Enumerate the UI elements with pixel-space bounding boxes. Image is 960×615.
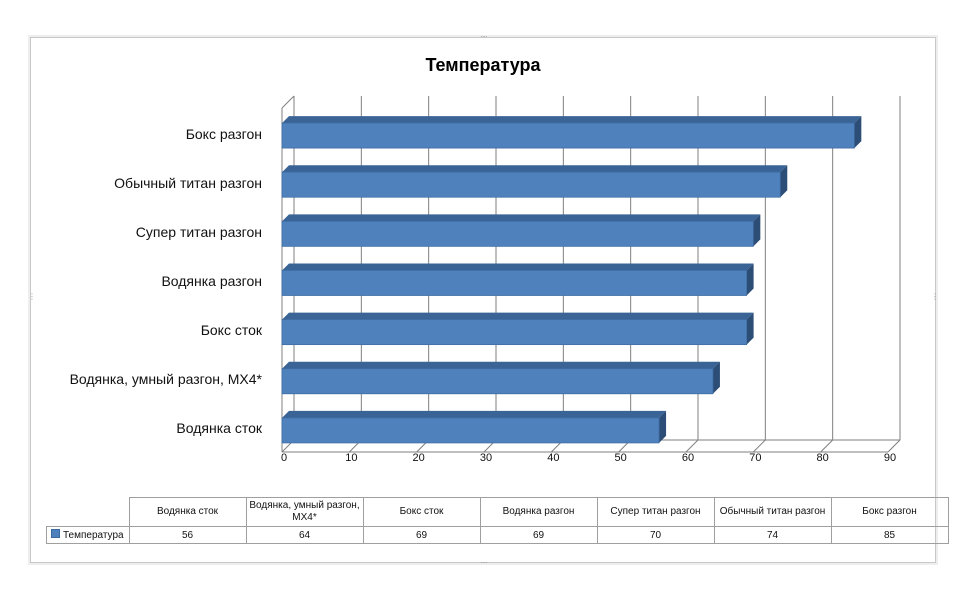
data-table-value-cell: 74	[713, 526, 832, 544]
data-table-value-cell: 70	[596, 526, 715, 544]
data-table-header-cell: Водянка, умный разгон, MX4*	[245, 497, 364, 527]
bar-top-face	[282, 312, 754, 320]
data-table-header-row: Водянка сток Водянка, умный разгон, MX4* Б…	[46, 497, 949, 527]
x-tick-label: 90	[883, 452, 897, 464]
data-table-series-cell: Температура	[46, 526, 130, 544]
data-table: Водянка сток Водянка, умный разгон, MX4* Б…	[46, 497, 949, 544]
category-label: Бокс разгон	[185, 125, 262, 142]
data-table-header-cell: Бокс разгон	[830, 497, 949, 527]
bar-5	[281, 165, 788, 198]
bar-front-face	[281, 417, 660, 444]
bar-side-face	[712, 361, 720, 394]
category-label: Водянка сток	[176, 420, 262, 437]
bar-side-face	[746, 263, 754, 296]
legend-key-icon	[51, 529, 60, 539]
bar-side-face	[753, 214, 761, 247]
x-tick-label: 0	[280, 452, 288, 464]
floor-line-60	[685, 439, 699, 453]
bar-front-face	[281, 171, 781, 198]
floor-line-70	[752, 439, 766, 453]
data-table-value-cell: 69	[479, 526, 598, 544]
resize-handle-right[interactable]: ⋮	[931, 292, 939, 301]
bar-0	[281, 410, 667, 444]
bar-3	[281, 263, 754, 296]
data-table-value-cell: 64	[245, 526, 364, 544]
resize-handle-left[interactable]: ⋮	[28, 292, 36, 301]
chart-title: Температура	[425, 55, 541, 75]
x-tick-label: 60	[681, 452, 695, 464]
resize-handle-top[interactable]: ····	[480, 32, 488, 41]
x-tick-label: 40	[547, 452, 560, 464]
floor-line-90	[887, 439, 901, 453]
bar-side-face	[746, 312, 754, 345]
category-label: Обычный титан разгон	[114, 174, 262, 191]
bar-2	[281, 312, 754, 346]
x-tick-label: 80	[816, 452, 829, 464]
series-name: Температура	[63, 529, 124, 541]
bar-6	[281, 116, 862, 149]
data-table-value-cell: 56	[128, 526, 247, 544]
data-table-header-cell: Водянка разгон	[479, 497, 598, 527]
floor-line-80	[820, 439, 834, 453]
x-tick-label: 30	[479, 452, 493, 464]
category-label: Бокс сток	[200, 322, 262, 339]
bar-front-face	[281, 122, 855, 149]
x-tick-label: 50	[614, 452, 627, 464]
data-table-header-cell: Водянка сток	[128, 497, 247, 527]
data-table-header-cell: Бокс сток	[362, 497, 481, 527]
bar-top-face	[282, 361, 720, 369]
category-label: Водянка разгон	[161, 273, 262, 289]
x-tick-label: 10	[345, 452, 358, 464]
resize-handle-bottom[interactable]: ····	[480, 558, 488, 567]
bar-top-face	[282, 165, 788, 173]
x-tick-label: 70	[749, 452, 762, 464]
data-table-corner	[46, 497, 130, 527]
bar-top-face	[282, 263, 754, 271]
bar-top-face	[282, 410, 667, 418]
data-table-value-row: Температура 56 64 69 69 70 74 85	[46, 526, 949, 544]
bar-side-face	[659, 410, 667, 443]
category-label: Супер титан разгон	[135, 223, 262, 240]
bar-front-face	[281, 220, 754, 247]
category-label: Водянка, умный разгон, MX4*	[69, 371, 262, 388]
bar-front-face	[281, 368, 714, 395]
x-tick-label: 20	[412, 452, 425, 464]
bar-front-face	[281, 270, 748, 296]
data-table-header-cell: Супер титан разгон	[596, 497, 715, 527]
left-wall-top-edge	[281, 95, 295, 109]
bar-front-face	[281, 319, 748, 346]
data-table-header-cell: Обычный титан разгон	[713, 497, 832, 527]
bar-side-face	[854, 116, 862, 149]
bar-1	[281, 361, 720, 395]
bar-side-face	[780, 165, 788, 198]
bar-top-face	[282, 214, 761, 222]
bar-top-face	[282, 116, 862, 124]
data-table-value-cell: 69	[362, 526, 481, 544]
bar-4	[281, 214, 761, 247]
data-table-value-cell: 85	[830, 526, 949, 544]
